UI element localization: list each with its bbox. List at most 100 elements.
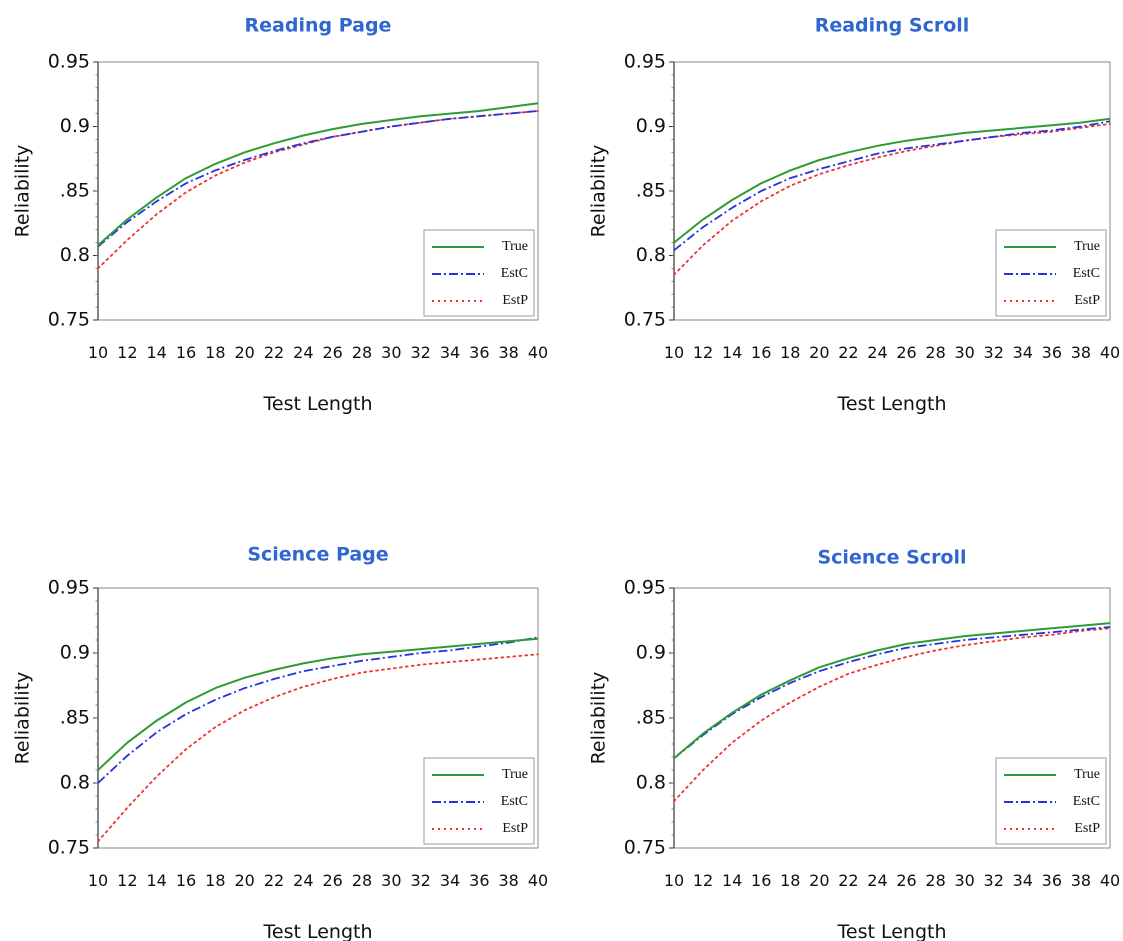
series-line-estp (97, 653, 539, 843)
x-tick-label: 24 (293, 343, 313, 362)
x-tick-label: 16 (176, 871, 196, 890)
y-tick-label: 0.75 (48, 309, 90, 331)
x-tick-label: 32 (984, 871, 1004, 890)
x-tick-label: 14 (146, 343, 166, 362)
legend-label: EstP (1074, 293, 1100, 308)
x-tick-label: 36 (469, 871, 489, 890)
x-tick-label: 26 (322, 343, 342, 362)
x-tick-label: 24 (867, 343, 887, 362)
y-tick-label: 0.9 (636, 115, 666, 137)
x-tick-label: 24 (867, 871, 887, 890)
x-tick-label: 32 (984, 343, 1004, 362)
x-axis-label: Test Length (263, 921, 373, 941)
x-axis-label: Test Length (263, 393, 373, 415)
x-axis-label: Test Length (837, 921, 947, 941)
legend-label: EstP (502, 293, 528, 308)
legend-label: EstC (1073, 794, 1100, 809)
legend-label: True (1074, 767, 1100, 782)
x-tick-label: 34 (440, 343, 460, 362)
legend: True EstC EstP (423, 229, 535, 317)
y-tick-label: .85 (636, 707, 666, 729)
x-tick-label: 20 (809, 871, 829, 890)
y-tick-label: 0.9 (60, 115, 90, 137)
x-tick-label: 12 (117, 343, 137, 362)
series-line-estc (673, 120, 1111, 252)
x-tick-label: 10 (88, 871, 108, 890)
x-tick-label: 22 (264, 343, 284, 362)
x-tick-label: 14 (722, 343, 742, 362)
chart-title: Reading Scroll (815, 15, 970, 37)
y-tick-label: 0.95 (48, 577, 90, 599)
series-line-estc (97, 110, 539, 248)
legend-label: EstP (1074, 821, 1100, 836)
legend: True EstC EstP (995, 757, 1107, 845)
y-tick-label: 0.8 (60, 772, 90, 794)
x-tick-label: 14 (722, 871, 742, 890)
x-tick-label: 32 (410, 871, 430, 890)
y-tick-label: 0.95 (624, 577, 666, 599)
chart-panel-science-scroll: Science Scroll 0.75 0.8 .85 0.9 0.95 10 12 14 16 1… (588, 547, 1121, 941)
x-tick-label: 22 (838, 871, 858, 890)
legend-label: True (1074, 239, 1100, 254)
series-line-estp (673, 627, 1111, 803)
legend-label: EstC (501, 794, 528, 809)
x-tick-label: 28 (925, 871, 945, 890)
legend-label: True (502, 767, 528, 782)
y-axis-label: Reliability (588, 672, 610, 765)
chart-panel-science-page: Science Page 0.75 0.8 .85 0.9 0.95 10 12 14 16 18 2… (12, 544, 549, 941)
x-axis-label: Test Length (837, 393, 947, 415)
x-tick-label: 18 (780, 343, 800, 362)
x-tick-label: 20 (809, 343, 829, 362)
x-tick-label: 10 (88, 343, 108, 362)
y-axis-label: Reliability (12, 145, 34, 238)
y-axis-label: Reliability (588, 145, 610, 238)
x-tick-label: 34 (1013, 343, 1033, 362)
x-tick-label: 18 (780, 871, 800, 890)
x-tick-label: 16 (751, 871, 771, 890)
y-tick-label: 0.75 (624, 837, 666, 859)
series-line-true (673, 117, 1111, 244)
x-tick-label: 36 (1042, 343, 1062, 362)
x-tick-label: 18 (205, 343, 225, 362)
x-tick-label: 26 (896, 343, 916, 362)
x-tick-label: 26 (322, 871, 342, 890)
x-tick-label: 32 (410, 343, 430, 362)
x-tick-label: 40 (1100, 343, 1120, 362)
x-tick-label: 30 (381, 871, 401, 890)
x-tick-label: 34 (440, 871, 460, 890)
legend-label: EstC (1073, 266, 1100, 281)
x-tick-label: 28 (352, 871, 372, 890)
y-tick-label: 0.9 (60, 642, 90, 664)
x-tick-label: 20 (234, 871, 254, 890)
legend-label: True (502, 239, 528, 254)
series-line-estc (673, 626, 1111, 760)
x-tick-label: 30 (954, 871, 974, 890)
x-tick-label: 40 (528, 871, 548, 890)
x-tick-label: 40 (1100, 871, 1120, 890)
y-tick-label: .85 (60, 707, 90, 729)
y-tick-label: 0.9 (636, 642, 666, 664)
y-tick-label: 0.75 (48, 837, 90, 859)
y-tick-label: 0.8 (636, 772, 666, 794)
y-tick-label: 0.8 (60, 244, 90, 266)
x-tick-label: 22 (838, 343, 858, 362)
x-tick-label: 38 (498, 343, 518, 362)
legend-label: EstC (501, 266, 528, 281)
legend: True EstC EstP (995, 229, 1107, 317)
series-line-estp (673, 123, 1111, 276)
chart-panel-reading-scroll: Reading Scroll 0.75 0.8 .85 0.9 0.95 10 12 14 16 1… (588, 15, 1121, 416)
x-tick-label: 28 (925, 343, 945, 362)
chart-title: Reading Page (245, 15, 392, 37)
y-tick-label: 0.95 (624, 51, 666, 73)
legend: True EstC EstP (423, 757, 535, 845)
y-tick-label: 0.95 (48, 51, 90, 73)
x-tick-label: 10 (664, 343, 684, 362)
x-tick-label: 16 (751, 343, 771, 362)
y-tick-label: .85 (60, 180, 90, 202)
x-tick-label: 40 (528, 343, 548, 362)
legend-label: EstP (502, 821, 528, 836)
x-tick-label: 10 (664, 871, 684, 890)
x-tick-label: 12 (117, 871, 137, 890)
x-tick-label: 30 (381, 343, 401, 362)
